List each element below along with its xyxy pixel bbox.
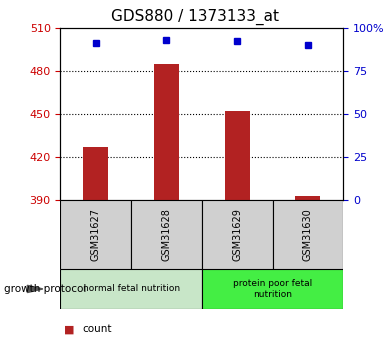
Text: GSM31629: GSM31629 [232,208,242,261]
Text: growth protocol: growth protocol [4,284,86,294]
Text: GDS880 / 1373133_at: GDS880 / 1373133_at [111,9,279,25]
Bar [154,63,179,200]
Text: GSM31627: GSM31627 [91,208,101,261]
Text: GSM31628: GSM31628 [161,208,172,261]
Bar [60,269,202,309]
Bar [60,200,131,269]
Bar [225,111,250,200]
Text: protein poor fetal
nutrition: protein poor fetal nutrition [233,279,312,299]
Bar [202,269,343,309]
Text: count: count [82,325,112,334]
Bar [296,196,320,200]
Text: GSM31630: GSM31630 [303,208,313,261]
Text: normal fetal nutrition: normal fetal nutrition [83,284,180,294]
Polygon shape [27,285,43,293]
Bar [273,200,343,269]
Bar [131,200,202,269]
Bar [202,200,273,269]
Bar [83,147,108,200]
Text: ■: ■ [64,325,75,334]
